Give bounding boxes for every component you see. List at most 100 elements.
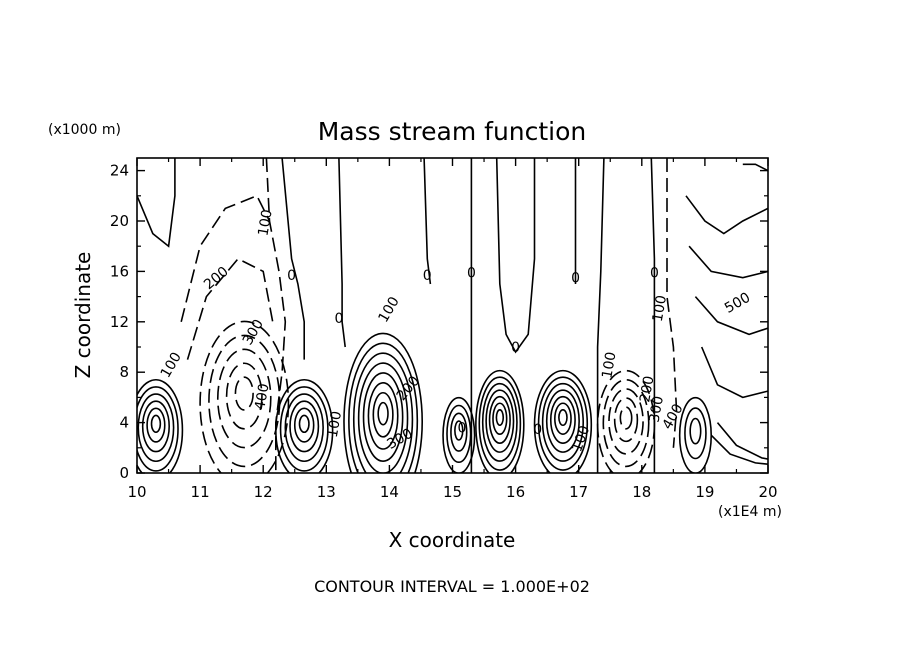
contour-ring xyxy=(348,342,419,473)
stream-line xyxy=(742,163,768,172)
contour-value-label: 0 xyxy=(467,266,476,282)
contour-ring xyxy=(234,376,254,411)
stream-line xyxy=(596,158,605,473)
stream-line xyxy=(423,158,432,285)
contour-value-label: 0 xyxy=(533,422,542,438)
contour-ring xyxy=(442,396,476,473)
contour-ring xyxy=(137,386,179,472)
contour-value-label: 100 xyxy=(569,424,593,455)
stream-line xyxy=(694,296,768,336)
contour-ring xyxy=(537,376,589,471)
y-axis-label: Z coordinate xyxy=(71,252,95,379)
contour-value-label: 100 xyxy=(599,351,619,380)
contour-value-label: 200 xyxy=(201,264,232,293)
contour-value-label: 0 xyxy=(287,268,296,284)
y-tick-label: 24 xyxy=(110,162,129,180)
contour-value-label: 0 xyxy=(650,266,659,282)
stream-line xyxy=(137,158,176,248)
contour-ring xyxy=(199,320,290,473)
x-tick-label: 13 xyxy=(317,483,336,501)
stream-line xyxy=(281,158,306,360)
contour-value-label: 100 xyxy=(376,294,403,325)
contour-ring xyxy=(495,408,505,427)
contour-value-label: 300 xyxy=(384,426,415,453)
contour-ring xyxy=(533,369,593,473)
chart-title: Mass stream function xyxy=(318,117,587,146)
y-tick-label: 16 xyxy=(110,262,129,280)
stream-line xyxy=(650,158,656,473)
x-tick-label: 17 xyxy=(569,483,588,501)
y-unit-label: (x1000 m) xyxy=(48,122,121,138)
contour-ring xyxy=(689,417,702,445)
contour-ring xyxy=(478,376,522,471)
stream-line xyxy=(700,346,768,399)
x-unit-label: (x1E4 m) xyxy=(718,504,782,520)
contour-ring xyxy=(372,391,394,438)
contour-ring xyxy=(343,332,424,473)
contour-ring xyxy=(558,408,568,427)
contour-ring xyxy=(225,362,263,430)
stream-line xyxy=(688,245,768,279)
y-axis-ticks: 0 4 8 12 16 20 24 xyxy=(110,162,768,482)
contour-ring xyxy=(619,406,633,430)
stream-line xyxy=(338,158,346,348)
contour-interval-note: CONTOUR INTERVAL = 1.000E+02 xyxy=(314,577,590,596)
contour-value-label: 0 xyxy=(423,268,432,284)
contour-value-label: 300 xyxy=(647,395,667,424)
x-tick-label: 10 xyxy=(127,483,146,501)
contour-ring xyxy=(684,407,707,460)
contour-value-label: 400 xyxy=(252,382,272,411)
contour-ring xyxy=(216,348,272,449)
contour-ring xyxy=(602,378,650,468)
contour-ring xyxy=(284,393,324,463)
contour-ring xyxy=(137,393,175,463)
contour-ring xyxy=(298,414,310,434)
y-tick-label: 4 xyxy=(119,414,129,432)
contour-ring xyxy=(377,401,389,426)
y-tick-label: 8 xyxy=(119,363,129,381)
x-tick-label: 11 xyxy=(191,483,210,501)
stream-line xyxy=(495,158,536,354)
contour-ring xyxy=(492,402,508,436)
x-tick-label: 12 xyxy=(254,483,273,501)
stream-line xyxy=(265,158,287,473)
contour-value-label: 0 xyxy=(334,311,343,327)
stream-line xyxy=(710,434,768,465)
contour-lines xyxy=(137,158,768,473)
contour-value-label: 100 xyxy=(255,208,275,237)
stream-line xyxy=(716,422,768,460)
y-tick-label: 0 xyxy=(119,464,129,482)
contour-ring xyxy=(208,334,281,468)
contour-ring xyxy=(362,372,404,462)
contour-ring xyxy=(450,412,468,452)
contour-ring xyxy=(554,402,572,436)
contour-value-label: 0 xyxy=(571,271,580,287)
x-tick-label: 16 xyxy=(506,483,525,501)
x-tick-label: 20 xyxy=(758,483,777,501)
x-tick-label: 15 xyxy=(443,483,462,501)
contour-ring xyxy=(549,395,576,444)
contour-value-label: 200 xyxy=(394,373,423,404)
x-tick-label: 14 xyxy=(380,483,399,501)
stream-line xyxy=(685,195,768,235)
contour-ring xyxy=(475,369,525,473)
contour-ring xyxy=(545,389,580,453)
stream-line xyxy=(180,194,271,322)
x-tick-label: 19 xyxy=(695,483,714,501)
contour-ring xyxy=(613,397,639,443)
stream-line xyxy=(186,257,274,360)
contour-value-label: 0 xyxy=(458,421,467,437)
contour-ring xyxy=(137,378,184,473)
contour-value-label: 100 xyxy=(158,350,185,381)
contour-ring xyxy=(481,382,518,462)
contour-ring xyxy=(541,382,585,462)
contour-ring xyxy=(141,400,170,453)
contour-ring xyxy=(352,352,414,473)
contour-ring xyxy=(146,407,166,443)
contour-ring xyxy=(367,382,399,450)
x-axis-ticks: 10 11 12 13 14 15 16 17 18 19 20 xyxy=(127,158,778,501)
contour-value-label: 200 xyxy=(637,375,657,404)
contour-value-label: 500 xyxy=(722,290,753,317)
